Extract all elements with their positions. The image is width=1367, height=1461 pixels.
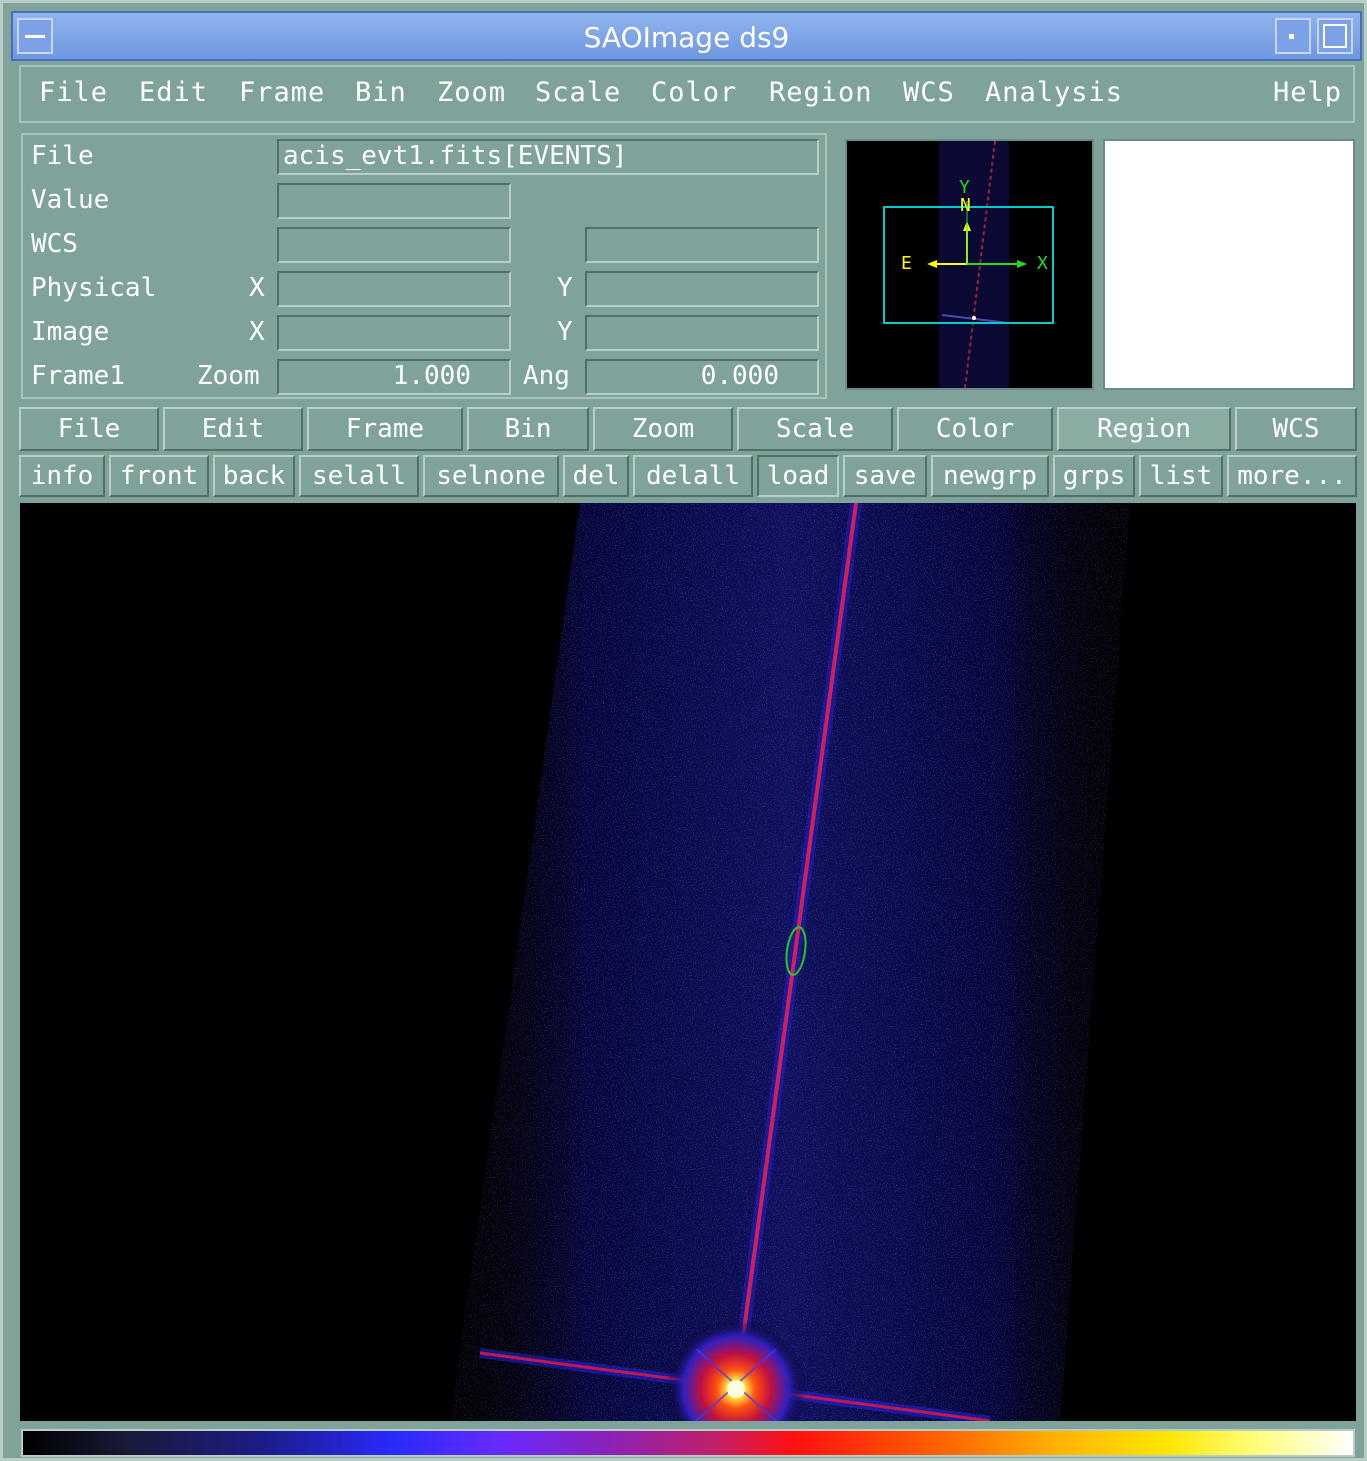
minus-icon (25, 35, 45, 38)
source-core (727, 1380, 745, 1398)
physical-x-field (277, 271, 511, 307)
wcs-field-1 (277, 227, 511, 263)
image-y-label: Y (557, 317, 573, 347)
menu-zoom[interactable]: Zoom (437, 77, 507, 108)
button-scale[interactable]: Scale (737, 407, 893, 451)
region-save-button[interactable]: save (843, 455, 927, 497)
image-canvas[interactable] (20, 503, 1356, 1421)
zoom-field: 1.000 (277, 359, 511, 395)
window-menu-button[interactable] (17, 18, 53, 54)
angle-field: 0.000 (585, 359, 819, 395)
region-back-button[interactable]: back (213, 455, 295, 497)
image-x-label: X (249, 317, 265, 347)
file-field: acis_evt1.fits[EVENTS] (277, 139, 819, 175)
menu-color[interactable]: Color (651, 77, 738, 108)
zoom-label: Zoom (197, 361, 260, 391)
maximize-button[interactable] (1317, 18, 1353, 54)
magnifier (1103, 139, 1355, 390)
region-front-button[interactable]: front (109, 455, 209, 497)
menu-help[interactable]: Help (1273, 77, 1343, 108)
region-delall-button[interactable]: delall (633, 455, 753, 497)
info-panel: File acis_evt1.fits[EVENTS] Value WCS Ph… (21, 133, 827, 399)
button-edit[interactable]: Edit (163, 407, 303, 451)
source-halo (666, 1319, 806, 1421)
region-info-button[interactable]: info (19, 455, 105, 497)
button-frame[interactable]: Frame (307, 407, 463, 451)
window-title: SAOImage ds9 (583, 21, 790, 54)
button-color[interactable]: Color (897, 407, 1053, 451)
compass-e-label: E (901, 253, 912, 274)
button-bin[interactable]: Bin (467, 407, 589, 451)
menu-bar: File Edit Frame Bin Zoom Scale Color Reg… (19, 65, 1355, 123)
title-bar[interactable]: SAOImage ds9 (11, 11, 1362, 61)
compass-n-label: N (960, 195, 971, 216)
compass-x-head (1017, 260, 1027, 268)
image-display (450, 503, 1130, 1421)
panner-source (972, 316, 976, 320)
compass-y-label: Y (959, 177, 970, 198)
region-ellipse (785, 926, 807, 976)
physical-x-label: X (249, 273, 265, 303)
region-selall-button[interactable]: selall (299, 455, 419, 497)
value-field (277, 183, 511, 219)
readout-streak (734, 503, 858, 1390)
button-wcs[interactable]: WCS (1235, 407, 1357, 451)
region-load-button[interactable]: load (757, 455, 839, 497)
button-bar: File Edit Frame Bin Zoom Scale Color Reg… (19, 407, 1357, 451)
region-newgrp-button[interactable]: newgrp (931, 455, 1049, 497)
button-region[interactable]: Region (1057, 407, 1231, 451)
button-file[interactable]: File (19, 407, 159, 451)
physical-label: Physical (31, 273, 157, 303)
panner-view-box (883, 206, 1054, 324)
region-grps-button[interactable]: grps (1053, 455, 1135, 497)
menu-analysis[interactable]: Analysis (985, 77, 1124, 108)
minimize-button[interactable] (1275, 18, 1311, 54)
image-y-field (585, 315, 819, 351)
panner-thumbnail (847, 141, 1092, 388)
file-label: File (31, 141, 94, 171)
region-more-button[interactable]: more... (1227, 455, 1357, 497)
menu-bin[interactable]: Bin (355, 77, 407, 108)
menu-file[interactable]: File (39, 77, 109, 108)
compass-x-label: X (1037, 253, 1048, 274)
event-noise (450, 503, 1130, 1421)
region-button-bar: info front back selall selnone del delal… (19, 455, 1357, 499)
colorbar[interactable] (21, 1429, 1355, 1457)
maximize-icon (1323, 24, 1347, 48)
region-selnone-button[interactable]: selnone (423, 455, 559, 497)
image-label: Image (31, 317, 110, 347)
panner[interactable]: Y N E X (845, 139, 1094, 390)
menu-frame[interactable]: Frame (239, 77, 326, 108)
region-list-button[interactable]: list (1139, 455, 1223, 497)
frame-label: Frame1 (31, 361, 125, 391)
wcs-label: WCS (31, 229, 78, 259)
minimize-icon (1289, 34, 1294, 39)
region-del-button[interactable]: del (563, 455, 629, 497)
wcs-field-2 (585, 227, 819, 263)
compass-east-head (927, 260, 937, 268)
image-x-field (277, 315, 511, 351)
menu-edit[interactable]: Edit (139, 77, 209, 108)
physical-y-label: Y (557, 273, 573, 303)
menu-wcs[interactable]: WCS (903, 77, 955, 108)
value-label: Value (31, 185, 110, 215)
angle-label: Ang (523, 361, 570, 391)
button-zoom[interactable]: Zoom (593, 407, 733, 451)
physical-y-field (585, 271, 819, 307)
menu-scale[interactable]: Scale (535, 77, 622, 108)
menu-region[interactable]: Region (769, 77, 873, 108)
